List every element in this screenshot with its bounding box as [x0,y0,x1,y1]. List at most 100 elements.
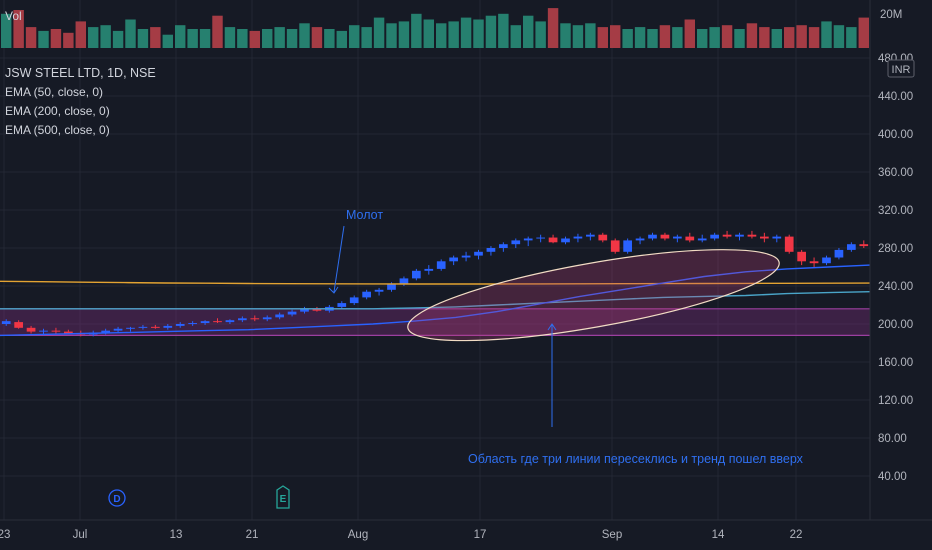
candle-body [523,238,533,241]
chart-grid [0,0,870,520]
candle-body [399,278,409,285]
time-tick-label: Sep [602,529,622,541]
candle-body [573,236,583,239]
price-tick-label: 240.00 [878,281,913,293]
candle-body [635,238,645,241]
candle-body [499,244,508,248]
support-zone[interactable] [0,308,870,336]
volume-bar [174,25,186,48]
volume-bar [112,30,124,48]
volume-bar [622,29,633,48]
ema-500-line[interactable] [0,280,871,285]
candle-body [151,326,160,328]
volume-bar [597,27,609,48]
indicator-ema-500[interactable]: EMA (500, close, 0) [5,123,110,137]
candle-body [200,321,210,324]
candle-body [337,303,347,307]
candle-body [424,268,434,271]
time-tick-label: 13 [170,529,183,541]
time-tick-label: 22 [790,529,803,541]
candle-body [586,234,595,237]
candle-body [685,236,695,241]
candle-body [349,297,359,304]
candle-body [548,237,558,243]
candle-body [275,314,284,318]
candle-body [847,244,856,250]
candle-body [213,321,222,323]
candle-body [822,257,831,264]
svg-text:E: E [280,494,287,505]
volume-bar [709,27,720,48]
candle-body [474,251,483,256]
volume-bar [498,13,509,49]
price-tick-label: 280.00 [878,243,913,255]
volume-bar [560,23,571,48]
candle-body [449,257,458,262]
volume-bar [572,25,584,48]
hammer-arrowhead [328,286,339,294]
volume-bar [348,25,360,48]
volume-bar [721,25,733,48]
volume-bar [150,27,161,48]
candle-body [859,244,869,247]
candle-body [536,237,545,239]
hammer-label[interactable]: Молот [346,208,383,222]
candle-body [387,284,396,290]
volume-axis-label: 20M [880,9,902,21]
candle-body [772,236,782,239]
crossover-ellipse[interactable] [402,231,784,359]
symbol-title[interactable]: JSW STEEL LTD, 1D, NSE [5,66,156,80]
volume-bars [0,8,870,49]
time-axis[interactable]: 23 Jul 13 21 Aug 17 Sep 14 22 [0,529,802,541]
volume-bar [746,23,758,48]
volume-bar [25,27,37,48]
candles [1,230,869,337]
volume-bar [585,23,596,48]
price-axis[interactable]: 480.00440.00400.00360.00320.00280.00240.… [878,53,913,483]
candle-body [300,308,309,312]
currency-badge[interactable]: INR [887,59,915,78]
candle-body [660,234,670,239]
candle-body [138,326,148,328]
area-arrowhead [547,323,557,331]
volume-bar [734,29,745,48]
time-tick-label: 17 [474,529,487,541]
volume-bar [75,21,87,48]
indicator-ema-200[interactable]: EMA (200, close, 0) [5,104,110,118]
volume-bar [846,27,857,48]
price-tick-label: 440.00 [878,91,913,103]
indicator-ema-50[interactable]: EMA (50, close, 0) [5,85,103,99]
candle-body [834,249,844,258]
candle-body [461,255,471,258]
candle-body [287,311,297,315]
volume-bar [38,30,49,48]
candle-body [26,327,36,332]
volume-bar [261,29,273,48]
volume-bar [100,25,111,48]
volume-bar [311,27,323,48]
volume-legend[interactable]: Vol [5,9,22,23]
volume-bar [783,27,795,48]
earnings-marker[interactable]: E [276,485,290,509]
volume-bar [535,21,546,48]
ema-50-line[interactable] [0,264,871,337]
area-label[interactable]: Область где три линии пересеклись и трен… [468,452,804,466]
candle-body [126,327,135,329]
volume-bar [125,19,136,48]
time-tick-label: 23 [0,529,10,541]
candle-body [784,236,794,252]
volume-bar [510,25,522,48]
svg-text:INR: INR [892,64,911,76]
candle-body [673,236,682,239]
volume-bar [361,27,372,48]
candle-body [722,234,732,237]
volume-bar [821,21,832,48]
dividend-marker[interactable]: D [108,489,126,507]
volume-bar [485,15,497,48]
candle-body [648,234,657,239]
price-tick-label: 40.00 [878,471,907,483]
volume-bar [609,25,621,48]
candle-body [809,261,819,264]
volume-bar [299,23,310,48]
